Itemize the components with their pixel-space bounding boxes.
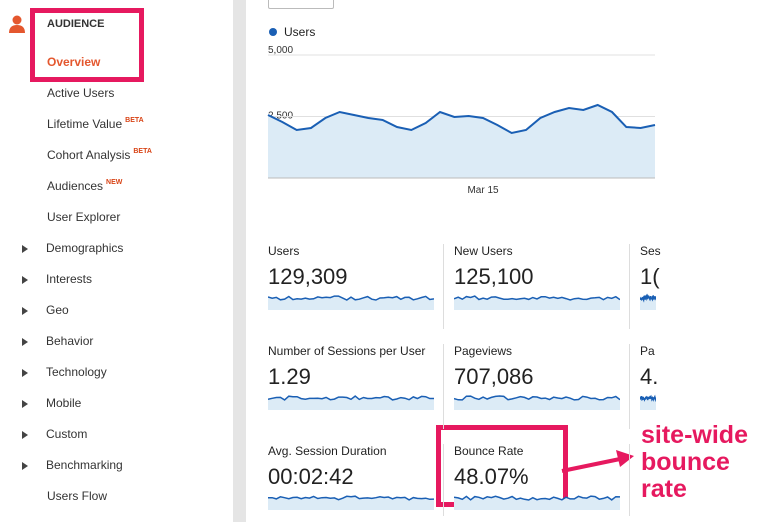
expand-arrow [22, 431, 28, 439]
nav-item[interactable]: Users Flow [47, 489, 107, 503]
nav-item[interactable]: Custom [46, 427, 87, 441]
nav-item[interactable]: Behavior [46, 334, 93, 348]
metric-label: New Users [454, 244, 513, 258]
metric-label: Users [268, 244, 300, 258]
divider [443, 344, 444, 429]
legend-label: Users [284, 25, 315, 39]
expand-arrow [22, 462, 28, 470]
annotation-line: rate [641, 475, 687, 503]
annotation-line: site-wide [641, 421, 748, 449]
button[interactable] [268, 0, 334, 9]
arrow [561, 450, 634, 473]
nav-item[interactable]: Geo [46, 303, 69, 317]
metric-value: 707,086 [454, 364, 534, 389]
nav-item[interactable]: User Explorer [47, 210, 120, 224]
nav-label: Custom [46, 427, 88, 441]
expand-arrow [22, 307, 28, 315]
nav-label: Technology [46, 365, 107, 379]
nav-item[interactable]: Active Users [47, 86, 114, 100]
nav-item[interactable]: Technology [46, 365, 107, 379]
expand-arrow [22, 338, 28, 346]
metric-label: Ses [640, 244, 661, 258]
metric-value: 1.29 [268, 364, 311, 389]
metric-value: 00:02:42 [268, 464, 354, 489]
sparkline [268, 495, 434, 510]
user-icon [9, 15, 25, 33]
sparkline [640, 394, 656, 410]
highlight-box [30, 8, 144, 82]
nav-item[interactable]: Demographics [46, 241, 123, 255]
annotation-line: bounce [641, 448, 730, 476]
expand-arrow [22, 400, 28, 408]
sparkline [454, 395, 620, 410]
nav-label: Cohort Analysis [47, 148, 131, 162]
divider [629, 244, 630, 329]
metric-value: 4. [640, 364, 659, 389]
nav-item[interactable]: Overview [47, 55, 100, 69]
divider [443, 244, 444, 329]
nav-label: User Explorer [47, 210, 121, 224]
metric-label: Avg. Session Duration [268, 444, 387, 458]
divider [629, 444, 630, 516]
nav-label: Benchmarking [46, 458, 123, 472]
nav-label: Audiences [47, 179, 104, 193]
x-tick-label: Mar 15 [467, 185, 499, 196]
area [268, 105, 655, 178]
expand-arrow [22, 245, 28, 253]
nav-item[interactable]: Benchmarking [46, 458, 123, 472]
nav-label: Overview [47, 55, 101, 69]
nav-label: Demographics [46, 241, 124, 255]
legend-marker [269, 28, 277, 36]
nav-item[interactable]: Mobile [46, 396, 81, 410]
metric-label: Number of Sessions per User [268, 344, 426, 358]
sparkline [454, 295, 620, 310]
line [267, 103, 656, 135]
nav-label: Behavior [46, 334, 94, 348]
metric-label: Pageviews [454, 344, 513, 358]
annotation: site-wide bounce rate [641, 422, 748, 503]
nav-label: Geo [46, 303, 69, 317]
nav-label: Active Users [47, 86, 115, 100]
nav-label: Users Flow [47, 489, 108, 503]
divider [629, 344, 630, 429]
badge: BETA [133, 148, 152, 155]
expand-arrow [22, 369, 28, 377]
sparkline [640, 293, 656, 310]
nav-item[interactable]: Interests [46, 272, 92, 286]
metric-value: 129,309 [268, 264, 348, 289]
nav-item[interactable]: Cohort Analysis BETA [47, 148, 152, 162]
y-tick-label: 5,000 [268, 45, 293, 56]
nav-item[interactable]: Lifetime Value BETA [47, 117, 144, 131]
section-title: AUDIENCE [47, 18, 105, 30]
nav-label: Lifetime Value [47, 117, 123, 131]
nav-item[interactable]: Audiences NEW [47, 179, 122, 193]
metric-value: 1( [640, 264, 660, 289]
metric-value: 48.07% [454, 464, 529, 489]
nav-label: Mobile [46, 396, 82, 410]
metric-label: Pa [640, 344, 655, 358]
metric-value: 125,100 [454, 264, 534, 289]
sparkline [454, 495, 620, 510]
badge: BETA [125, 117, 144, 124]
nav-label: Interests [46, 272, 93, 286]
metric-label: Bounce Rate [454, 444, 524, 458]
scrollbar [233, 0, 246, 522]
badge: NEW [106, 179, 123, 186]
sparkline [268, 295, 434, 310]
sparkline [268, 395, 434, 410]
divider [443, 444, 444, 516]
expand-arrow [22, 276, 28, 284]
